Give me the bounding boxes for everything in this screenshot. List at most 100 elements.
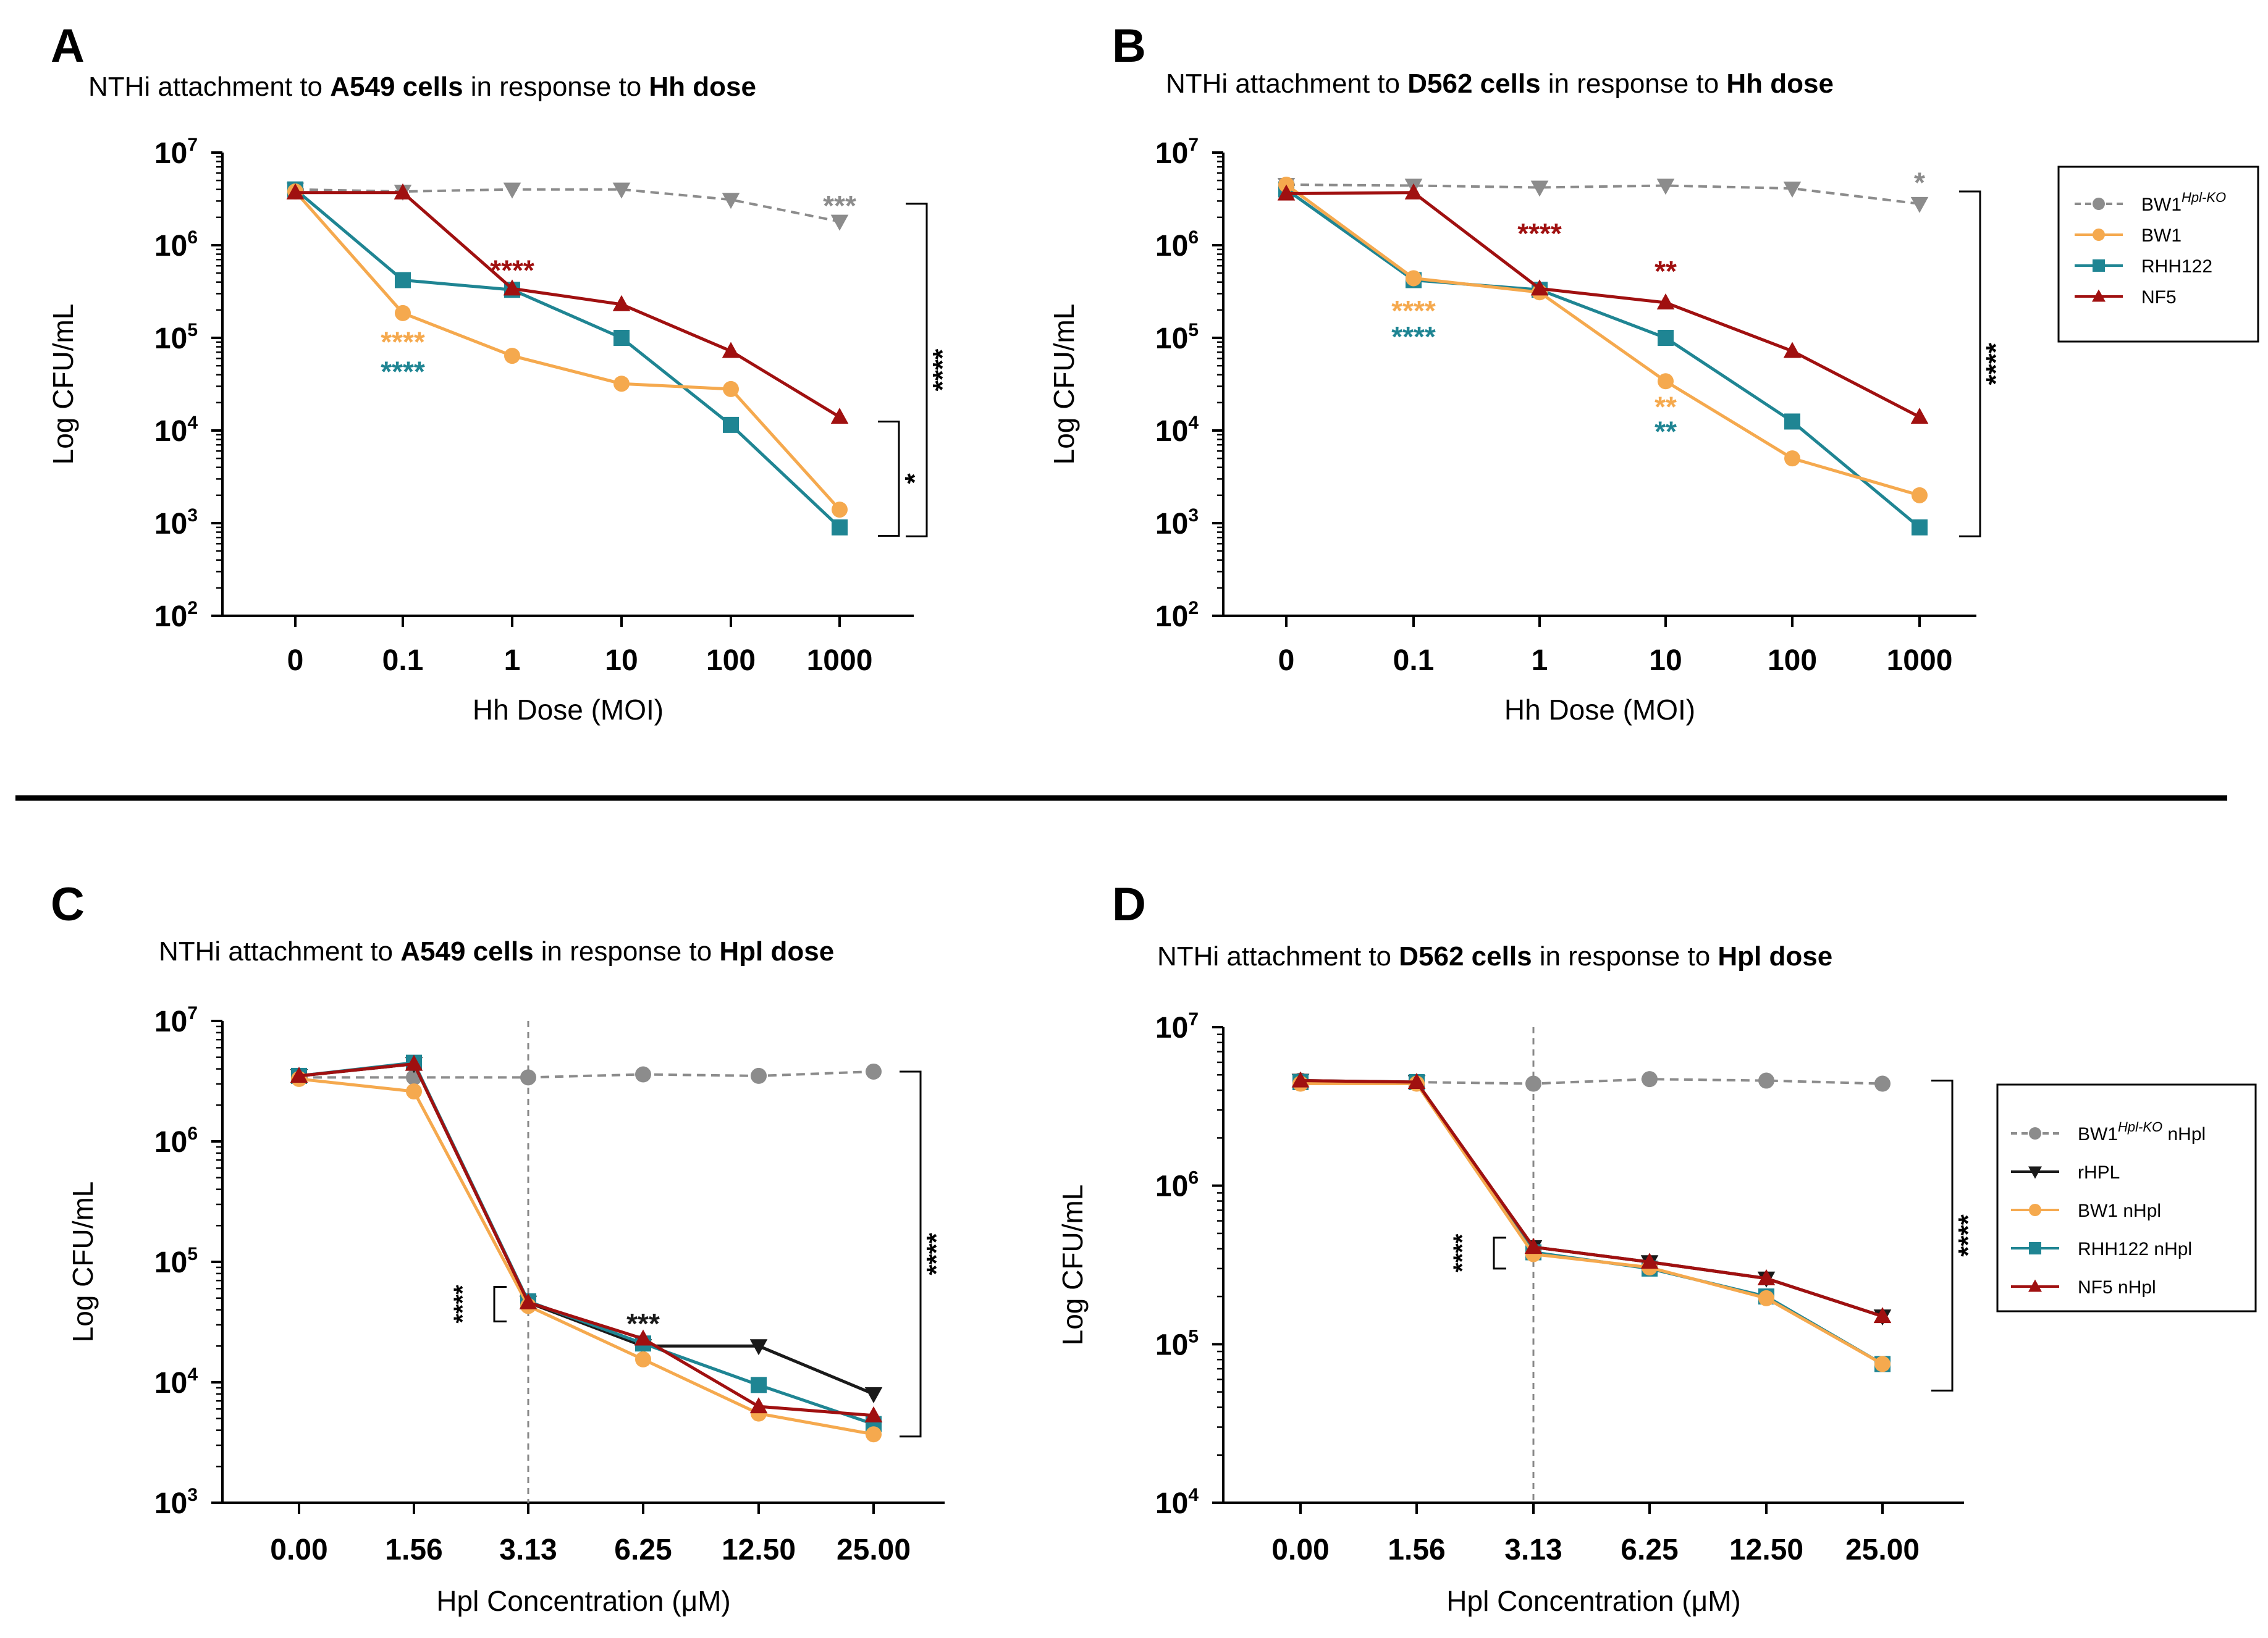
data-point xyxy=(286,183,305,200)
legend-label-text: NF5 xyxy=(2141,287,2177,308)
data-point xyxy=(830,408,849,424)
significance-label: **** xyxy=(1391,295,1436,327)
legend-label: rHPL xyxy=(2078,1162,2120,1183)
data-point xyxy=(1912,519,1928,536)
legend-item: RHH122 nHpl xyxy=(2011,1239,2192,1259)
significance-bracket xyxy=(493,1285,507,1322)
tick-base: 10 xyxy=(154,230,187,262)
y-tick-label: 107 xyxy=(154,1003,198,1038)
y-tick-label: 107 xyxy=(1155,1009,1199,1044)
significance-bracket xyxy=(878,420,900,537)
tick-base: 10 xyxy=(154,415,187,448)
tick-exponent: 5 xyxy=(187,320,198,340)
data-point xyxy=(503,279,521,296)
tick-exponent: 6 xyxy=(1188,227,1199,248)
title-part: NTHi attachment to xyxy=(1157,941,1399,972)
data-point xyxy=(1406,270,1422,287)
series-bw1 xyxy=(291,1070,882,1443)
series-line xyxy=(298,1077,874,1436)
data-point xyxy=(635,1066,651,1083)
y-tick-label: 106 xyxy=(154,1124,198,1159)
data-point xyxy=(635,1351,651,1367)
legend-marker xyxy=(2029,1127,2041,1140)
tick-base: 10 xyxy=(154,1126,187,1159)
bracket-label: **** xyxy=(449,1285,476,1324)
tick-base: 10 xyxy=(1155,1329,1188,1361)
bracket-label: * xyxy=(900,473,930,484)
legend-label-text: BW1 xyxy=(2141,195,2182,215)
bracket-label: **** xyxy=(1981,342,2011,385)
x-tick-label: 6.25 xyxy=(614,1534,672,1566)
data-point xyxy=(634,1329,652,1346)
series-line xyxy=(295,188,840,223)
data-point xyxy=(1874,1356,1891,1372)
x-tick-label: 1000 xyxy=(807,644,873,677)
data-point xyxy=(520,1069,536,1086)
x-tick-label: 12.50 xyxy=(1729,1534,1803,1566)
y-tick-label: 104 xyxy=(1155,1485,1199,1520)
bracket-label: **** xyxy=(921,1232,951,1275)
series-bw1 xyxy=(1292,1075,1891,1372)
y-tick-label: 103 xyxy=(154,505,198,540)
tick-base: 10 xyxy=(154,1487,187,1520)
tick-exponent: 7 xyxy=(1188,135,1199,155)
y-tick-label: 102 xyxy=(1155,598,1199,633)
legend-item: RHH122 xyxy=(2075,256,2212,277)
significance-label: **** xyxy=(490,254,534,287)
series-line xyxy=(294,190,841,511)
y-tick-label: 106 xyxy=(1155,227,1199,262)
x-tick-label: 10 xyxy=(605,644,638,677)
data-point xyxy=(395,272,411,288)
data-point xyxy=(749,1397,768,1414)
data-point xyxy=(1524,1238,1543,1254)
significance-label: **** xyxy=(381,356,425,388)
y-tick-label: 103 xyxy=(1155,505,1199,540)
tick-exponent: 5 xyxy=(1188,320,1199,340)
legend-superscript: Hpl-KO xyxy=(2182,190,2226,205)
legend-label: BW1Hpl-KO nHpl xyxy=(2078,1119,2206,1144)
title-part: NTHi attachment to xyxy=(1166,69,1407,99)
x-axis-title: Hh Dose (MOI) xyxy=(1504,694,1695,726)
y-tick-label: 107 xyxy=(154,135,198,170)
bracket-label: **** xyxy=(1953,1214,1983,1256)
data-point xyxy=(1642,1071,1658,1088)
tick-base: 10 xyxy=(1155,322,1188,355)
tick-exponent: 7 xyxy=(1188,1009,1199,1030)
data-point xyxy=(1783,182,1802,198)
series-line xyxy=(299,1070,874,1079)
x-tick-label: 1 xyxy=(504,644,521,677)
data-point xyxy=(1912,487,1928,503)
data-point xyxy=(866,1063,882,1080)
series-line xyxy=(295,191,841,419)
data-point xyxy=(1525,1075,1541,1092)
data-point xyxy=(613,330,630,346)
tick-base: 10 xyxy=(1155,1487,1188,1520)
tick-base: 10 xyxy=(154,508,187,540)
series-rhpl xyxy=(1291,1073,1892,1326)
legend-label: NF5 xyxy=(2141,287,2177,308)
data-point xyxy=(406,1083,422,1100)
x-tick-label: 0 xyxy=(287,644,304,677)
legend-label-text: RHH122 xyxy=(2141,256,2212,277)
x-tick-label: 1 xyxy=(1532,644,1548,677)
legend-marker xyxy=(2028,1279,2042,1292)
series-line xyxy=(1301,1080,1884,1366)
x-tick-label: 1000 xyxy=(1887,644,1953,677)
x-tick-label: 25.00 xyxy=(837,1534,911,1566)
data-point xyxy=(504,348,520,364)
significance-label: **** xyxy=(381,326,425,358)
tick-exponent: 3 xyxy=(1188,505,1199,526)
data-point xyxy=(1784,450,1800,467)
data-point xyxy=(1407,1073,1426,1090)
series-bw1 xyxy=(287,183,848,518)
tick-base: 10 xyxy=(1155,230,1188,262)
data-point xyxy=(1910,196,1929,213)
title-part-bold: Hpl dose xyxy=(1718,941,1832,972)
y-axis-title: Log CFU/mL xyxy=(1048,304,1080,465)
legend-item: NF5 nHpl xyxy=(2011,1277,2156,1298)
significance-label: *** xyxy=(823,190,856,222)
significance-label: **** xyxy=(1391,321,1436,353)
y-axis-title: Log CFU/mL xyxy=(47,304,79,465)
data-point xyxy=(1530,180,1549,197)
